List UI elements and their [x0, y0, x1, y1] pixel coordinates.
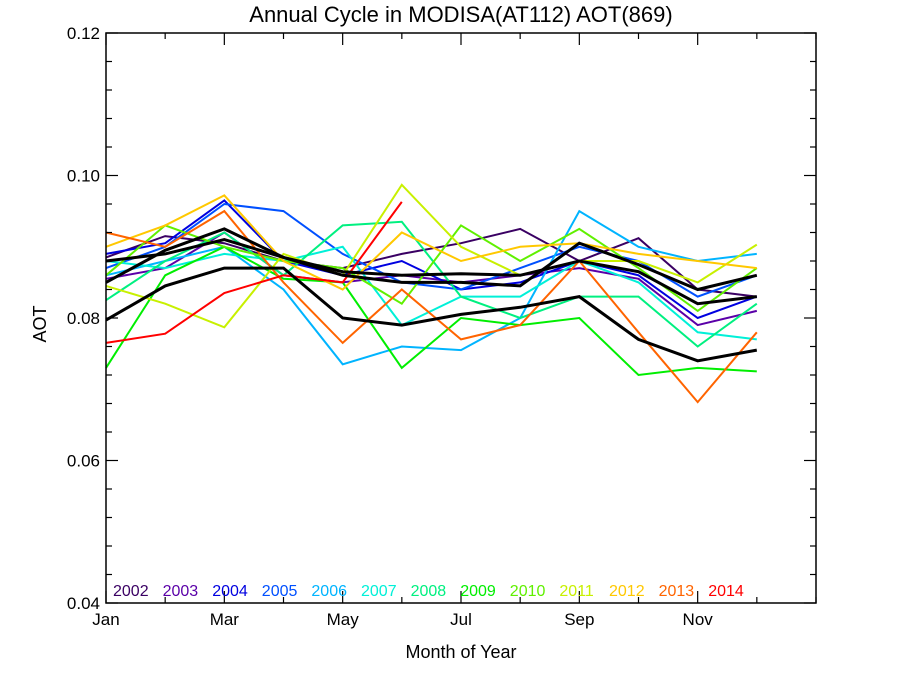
series-line-2007: [105, 245, 757, 341]
y-axis-label: AOT: [30, 305, 50, 342]
series-line-2011: [105, 183, 758, 329]
series-line-2014: [105, 201, 403, 344]
x-tick-label: Mar: [210, 610, 240, 629]
x-axis-label: Month of Year: [405, 642, 516, 662]
axis-ticks: Jan Mar May Jul Sep Nov 0.04 0.06 0.08 0.10 0.12: [67, 24, 817, 629]
y-tick-label: 0.04: [67, 594, 100, 613]
series-line-overlay-14: [105, 227, 758, 292]
series-line-2006: [105, 209, 757, 366]
legend-item-2004: 2004: [212, 583, 248, 600]
y-tick-label: 0.10: [67, 167, 100, 186]
series-line-overlay-13: [105, 238, 757, 306]
x-tick-label: Nov: [683, 610, 714, 629]
legend-item-2002: 2002: [113, 583, 149, 600]
legend-item-2005: 2005: [262, 583, 298, 600]
x-tick-label: May: [327, 610, 360, 629]
legend-item-2010: 2010: [510, 583, 546, 600]
y-tick-label: 0.12: [67, 24, 100, 43]
x-tick-label: Jan: [92, 610, 119, 629]
legend: 2002 2003 2004 2005 2006 2007 2008 2009 2010 2011…: [113, 583, 744, 600]
y-tick-label: 0.06: [67, 452, 100, 471]
series-line-2009: [105, 245, 757, 377]
legend-item-2007: 2007: [361, 583, 397, 600]
series-layer: [105, 183, 758, 404]
y-tick-label: 0.08: [67, 309, 100, 328]
x-tick-label: Sep: [564, 610, 594, 629]
legend-item-2012: 2012: [609, 583, 645, 600]
series-line-overlay-15: [105, 266, 758, 363]
chart-title: Annual Cycle in MODISA(AT112) AOT(869): [249, 2, 672, 27]
legend-item-2009: 2009: [460, 583, 496, 600]
legend-item-2003: 2003: [163, 583, 199, 600]
legend-item-2006: 2006: [311, 583, 347, 600]
series-line-2005: [105, 202, 758, 298]
series-line-2003: [105, 231, 758, 327]
series-line-2012: [105, 194, 757, 291]
legend-item-2008: 2008: [411, 583, 447, 600]
legend-item-2011: 2011: [559, 583, 594, 600]
legend-item-2014: 2014: [708, 583, 744, 600]
x-tick-label: Jul: [450, 610, 472, 629]
legend-item-2013: 2013: [659, 583, 695, 600]
series-line-2008: [105, 220, 758, 348]
